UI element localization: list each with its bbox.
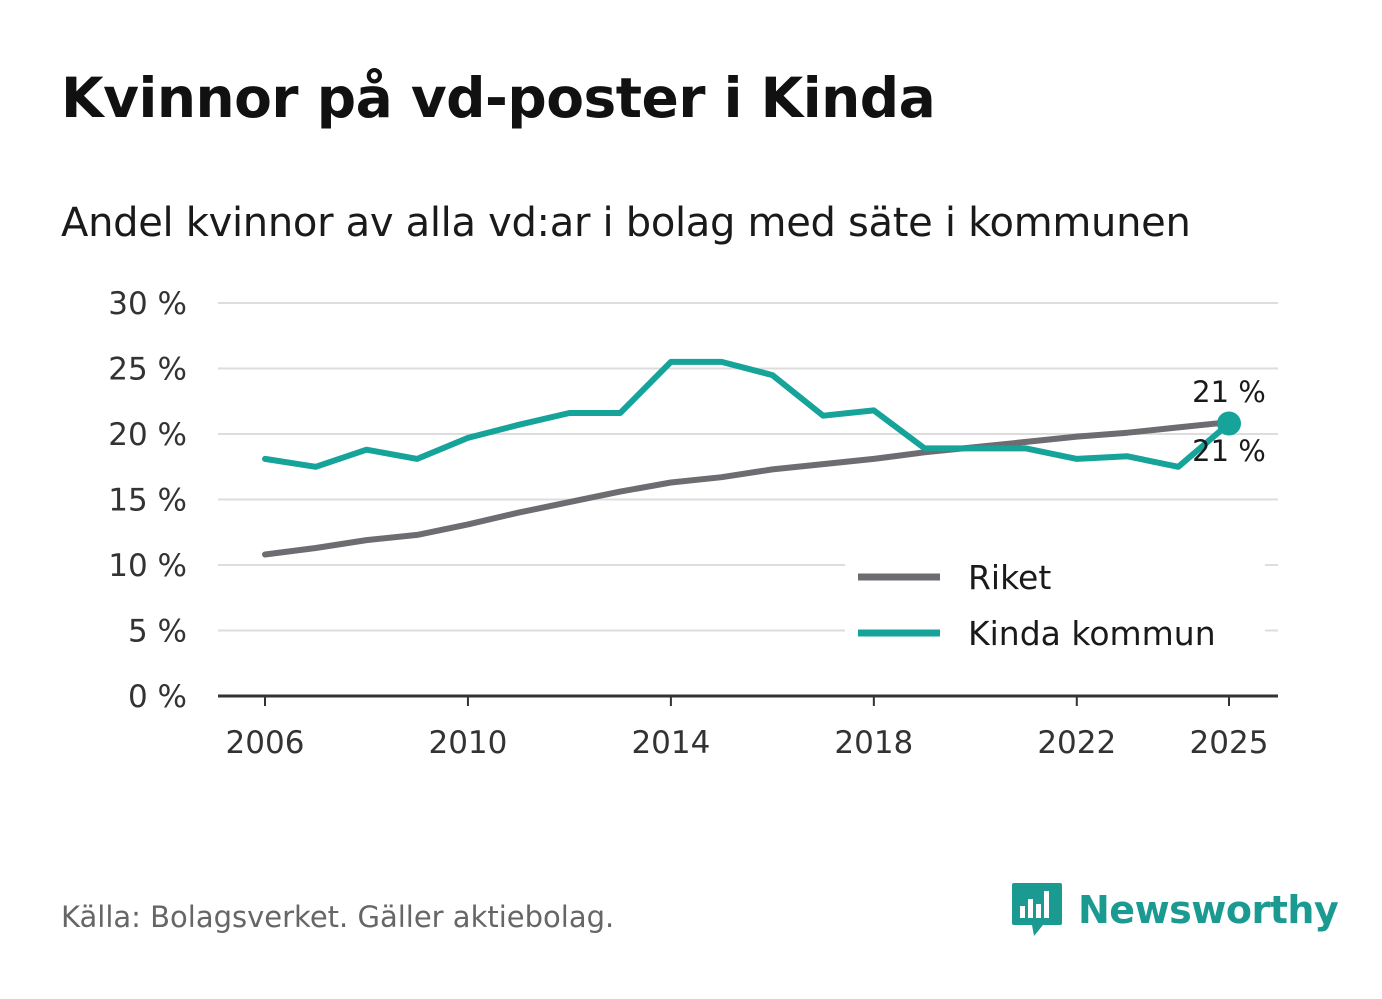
x-axis-ticks: 2006 2010 2014 2018 2022 2025 [226,696,1269,761]
legend: Riket Kinda kommun [845,548,1265,660]
legend-label: Kinda kommun [968,614,1216,653]
kinda-end-label: 21 % [1192,434,1266,468]
riket-end-label: 21 % [1192,375,1266,409]
x-tick-label: 2025 [1190,725,1269,761]
source-note: Källa: Bolagsverket. Gäller aktiebolag. [61,900,615,934]
x-tick-label: 2018 [834,725,913,761]
y-tick-label: 30 % [108,286,187,322]
end-labels: 21 % 21 % [1192,375,1266,468]
chart-subtitle: Andel kvinnor av alla vd:ar i bolag med … [61,200,1191,246]
legend-background [845,548,1265,660]
y-tick-label: 10 % [108,548,187,584]
y-tick-label: 5 % [128,614,187,650]
y-tick-label: 15 % [108,483,187,519]
newsworthy-logo-icon [1012,883,1062,936]
x-tick-label: 2022 [1037,725,1116,761]
y-tick-label: 20 % [108,417,187,453]
legend-label: Riket [968,558,1051,597]
brand-name: Newsworthy [1078,888,1339,932]
series-line-kinda [262,358,1232,470]
y-tick-label: 25 % [108,352,187,388]
brand-logo: Newsworthy [1010,880,1339,940]
x-tick-label: 2010 [428,725,507,761]
kinda-end-point [1217,411,1241,436]
y-axis-ticks: 0 % 5 % 10 % 15 % 20 % 25 % 30 % [108,286,187,715]
x-tick-label: 2014 [631,725,710,761]
y-tick-label: 0 % [128,679,187,715]
series-lines [262,358,1232,558]
x-tick-label: 2006 [226,725,305,761]
series-line-riket [262,419,1232,558]
chart-title: Kvinnor på vd-poster i Kinda [61,66,936,130]
